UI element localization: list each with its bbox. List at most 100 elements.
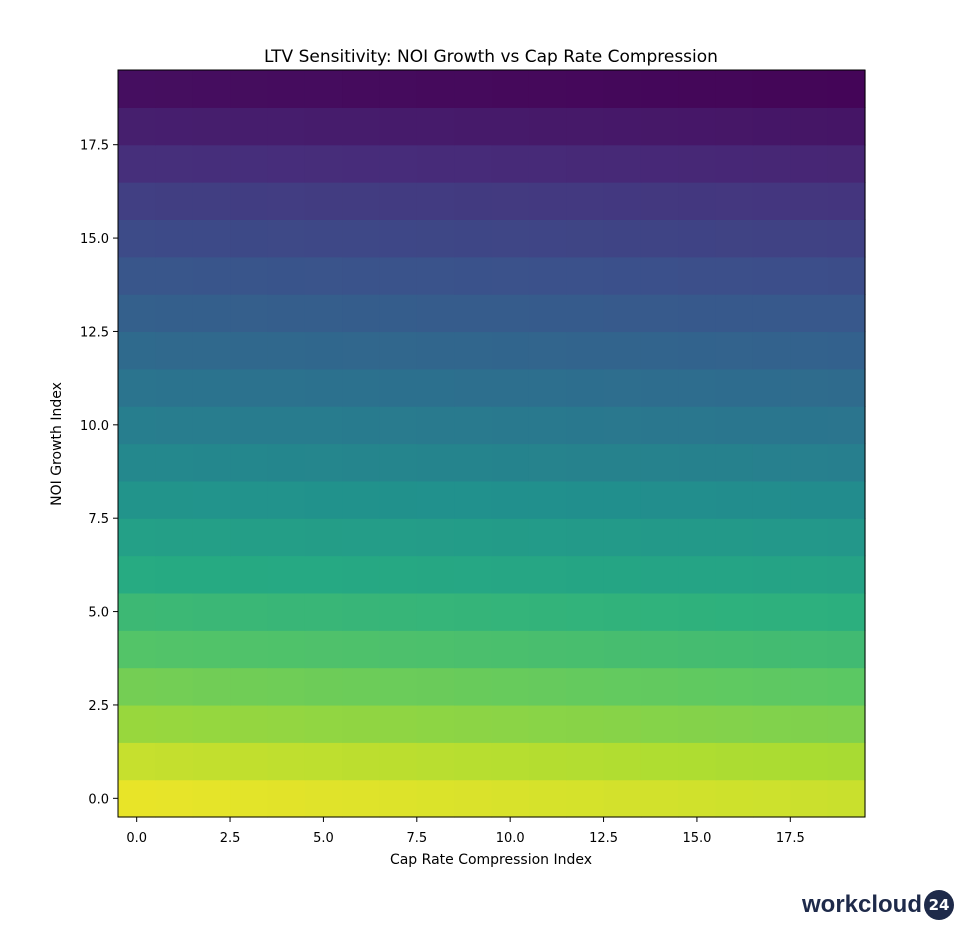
heatmap-cell: [752, 779, 791, 818]
heatmap-cell: [603, 256, 642, 295]
heatmap-cell: [715, 667, 754, 706]
heatmap-cell: [118, 256, 156, 295]
x-axis-label: Cap Rate Compression Index: [390, 852, 592, 868]
heatmap-cell: [379, 331, 418, 370]
heatmap-cell: [267, 667, 306, 706]
heatmap-cell: [454, 779, 493, 818]
heatmap-cell: [752, 480, 791, 519]
heatmap-cell: [603, 70, 642, 108]
heatmap-cell: [603, 592, 642, 631]
heatmap-cell: [192, 480, 231, 519]
heatmap-cell: [678, 182, 717, 220]
heatmap-cell: [752, 667, 791, 706]
heatmap-cell: [342, 219, 381, 258]
heatmap-cell: [342, 70, 381, 108]
heatmap-cell: [118, 219, 156, 258]
heatmap-cell: [640, 443, 679, 482]
heatmap-cell: [790, 219, 829, 258]
heatmap-cell: [342, 256, 381, 295]
heatmap-cell: [155, 704, 194, 743]
heatmap-cell: [603, 406, 642, 445]
heatmap-cell: [454, 443, 493, 482]
heatmap-cell: [155, 480, 194, 519]
heatmap-cell: [528, 331, 567, 370]
heatmap-cell: [304, 443, 343, 482]
heatmap-cell: [827, 368, 866, 407]
heatmap-cell: [416, 480, 455, 519]
heatmap-cell: [715, 518, 754, 557]
heatmap-cell: [118, 555, 156, 594]
heatmap-cell: [640, 630, 679, 669]
heatmap-cell: [491, 331, 530, 370]
heatmap-cell: [379, 70, 418, 108]
brand-mark: 24: [924, 890, 954, 920]
heatmap-cell: [827, 592, 866, 631]
heatmap-cell: [603, 182, 642, 220]
heatmap-cell: [379, 480, 418, 519]
heatmap-cell: [603, 518, 642, 557]
heatmap-cell: [118, 480, 156, 519]
heatmap-cell: [640, 182, 679, 220]
heatmap-cell: [118, 443, 156, 482]
heatmap-cell: [603, 331, 642, 370]
heatmap-cell: [416, 331, 455, 370]
heatmap-cell: [640, 406, 679, 445]
heatmap-cell: [192, 219, 231, 258]
heatmap-cell: [379, 107, 418, 146]
heatmap-cell: [416, 406, 455, 445]
heatmap-cell: [528, 144, 567, 183]
heatmap-cell: [566, 256, 605, 295]
heatmap-cell: [790, 480, 829, 519]
heatmap-cell: [790, 368, 829, 407]
heatmap-cell: [454, 518, 493, 557]
heatmap-cell: [267, 555, 306, 594]
heatmap-cell: [715, 219, 754, 258]
heatmap-cell: [155, 144, 194, 183]
heatmap-cell: [454, 406, 493, 445]
y-tick-label: 2.5: [88, 699, 109, 714]
heatmap-cell: [603, 779, 642, 818]
heatmap-cell: [304, 219, 343, 258]
heatmap-cell: [715, 480, 754, 519]
heatmap-cell: [267, 779, 306, 818]
heatmap-cell: [230, 555, 268, 594]
heatmap-cell: [304, 107, 343, 146]
heatmap-cell: [304, 70, 343, 108]
heatmap-cell: [230, 704, 268, 743]
heatmap-cell: [715, 368, 754, 407]
heatmap-cell: [640, 667, 679, 706]
heatmap-cell: [640, 256, 679, 295]
heatmap-cell: [827, 667, 866, 706]
heatmap-cell: [155, 182, 194, 220]
heatmap-cell: [678, 107, 717, 146]
heatmap-cell: [192, 256, 231, 295]
heatmap-cell: [342, 294, 381, 333]
heatmap-cell: [454, 294, 493, 333]
heatmap-cell: [566, 630, 605, 669]
heatmap-cell: [528, 592, 567, 631]
heatmap-cell: [790, 70, 829, 108]
heatmap-cell: [267, 219, 306, 258]
heatmap-cell: [267, 704, 306, 743]
heatmap-cell: [304, 256, 343, 295]
chart-title: LTV Sensitivity: NOI Growth vs Cap Rate …: [264, 47, 718, 67]
heatmap-cell: [528, 256, 567, 295]
heatmap-cell: [155, 630, 194, 669]
heatmap-cell: [715, 70, 754, 108]
heatmap-cell: [155, 518, 194, 557]
heatmap-cell: [342, 480, 381, 519]
heatmap-cell: [827, 704, 866, 743]
heatmap-cell: [304, 144, 343, 183]
heatmap-cell: [379, 144, 418, 183]
heatmap-cell: [491, 555, 530, 594]
heatmap-cell: [491, 70, 530, 108]
heatmap-cell: [230, 667, 268, 706]
heatmap-cell: [752, 256, 791, 295]
heatmap-cell: [752, 144, 791, 183]
heatmap-cell: [752, 443, 791, 482]
heatmap-cell: [192, 182, 231, 220]
heatmap-cell: [752, 182, 791, 220]
heatmap-cell: [267, 630, 306, 669]
heatmap-cell: [342, 667, 381, 706]
heatmap-cell: [491, 443, 530, 482]
